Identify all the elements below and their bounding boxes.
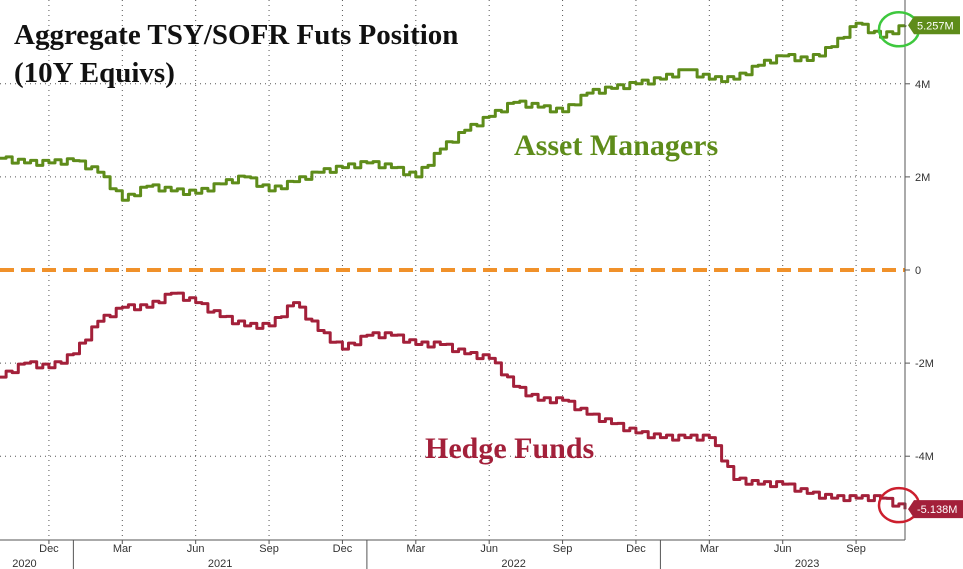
x-tick-label: Sep [846,543,866,555]
x-tick-label: Jun [480,543,498,555]
series-label-hedge-funds: Hedge Funds [425,432,594,465]
y-tick-label: -4M [915,451,934,463]
series-line-1 [0,291,907,510]
y-tick-label: -2M [915,358,934,370]
y-tick-label: 4M [915,79,930,91]
y-axis: 4M 2M 0 -2M -4M [904,0,934,540]
x-year-label: 2022 [501,558,525,569]
chart-title-line-2: (10Y Equivs) [14,57,175,89]
y-tick-label: 2M [915,172,930,184]
last-value-label: 5.257M [917,20,954,32]
last-value-tag [908,16,960,35]
x-tick-label: Mar [113,543,132,555]
y-tick-label: 0 [915,265,921,277]
chart-title-line-1: Aggregate TSY/SOFR Futs Position [14,19,458,51]
x-axis: Dec Mar Jun Sep Dec Mar Jun Sep Dec Mar Jun Sep 2020… [0,539,905,569]
gridlines [0,0,905,540]
series-line-0 [0,21,907,202]
series-lines [0,21,907,510]
x-tick-label: Sep [553,543,573,555]
x-tick-label: Dec [626,543,646,555]
x-tick-label: Sep [259,543,279,555]
x-year-label: 2023 [795,558,819,569]
last-value-tags: 5.257M -5.138M [877,11,963,524]
last-value-label: -5.138M [917,504,957,516]
x-tick-label: Mar [700,543,719,555]
x-tick-label: Dec [39,543,59,555]
series-label-asset-managers: Asset Managers [514,129,718,162]
x-tick-label: Mar [406,543,425,555]
x-tick-label: Jun [187,543,205,555]
x-tick-label: Dec [333,543,353,555]
x-tick-label: Jun [774,543,792,555]
x-year-label: 2021 [208,558,232,569]
last-value-tag [908,500,963,519]
x-year-label: 2020 [12,558,36,569]
